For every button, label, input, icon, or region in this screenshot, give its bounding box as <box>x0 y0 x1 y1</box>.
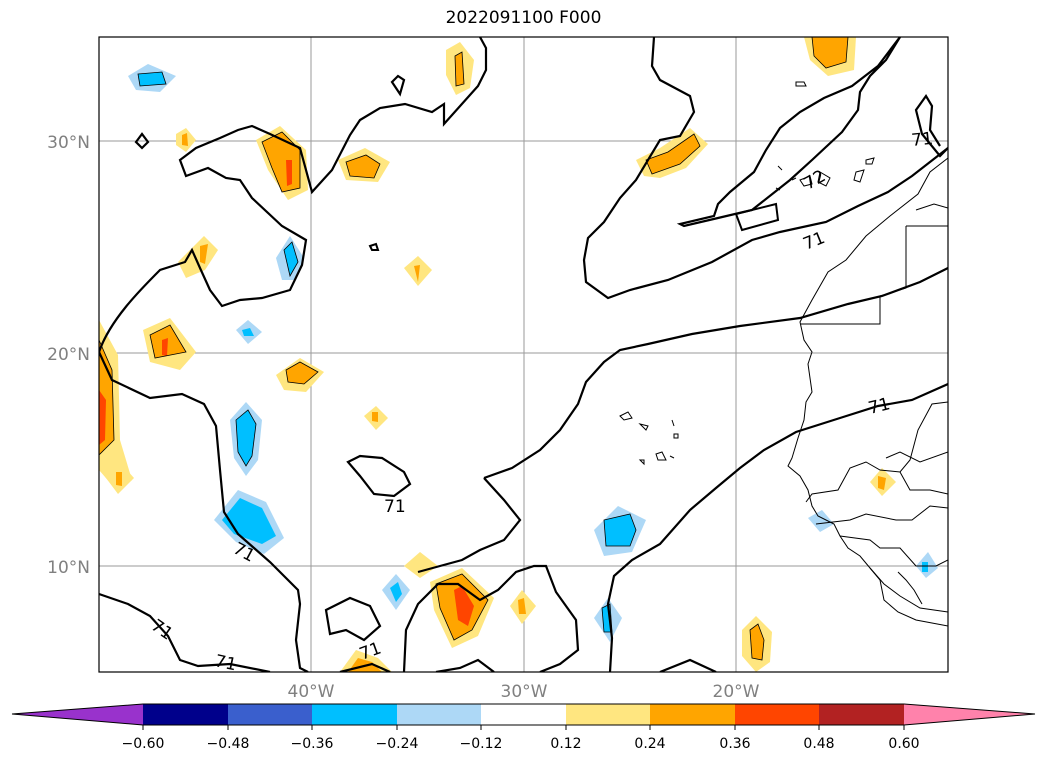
gridlines <box>99 37 948 672</box>
colorbar-segment <box>650 704 735 725</box>
lon-label-30w: 30°W <box>501 682 548 702</box>
negative-anomaly-areas <box>128 64 938 642</box>
contour-lines <box>99 37 948 672</box>
colorbar-segment <box>481 704 566 725</box>
colorbar: −0.60 −0.48 −0.36 −0.24 −0.12 0.12 0.24 … <box>11 703 1036 752</box>
lon-label-40w: 40°W <box>288 682 335 702</box>
colorbar-tick-label: 0.48 <box>803 736 834 752</box>
colorbar-tick-label: 0.24 <box>634 736 665 752</box>
map-panel: 71 71 71 71 71 71 71 71 72 <box>99 37 948 675</box>
colorbar-tick-label: 0.12 <box>550 736 581 752</box>
lon-label-20w: 20°W <box>713 682 760 702</box>
lat-label-20n: 20°N <box>47 345 90 365</box>
colorbar-segment <box>819 704 904 725</box>
colorbar-tick-label: −0.36 <box>291 736 334 752</box>
colorbar-segment <box>12 704 143 725</box>
colorbar-tick-label: 0.36 <box>719 736 750 752</box>
lat-label-30n: 30°N <box>47 133 90 153</box>
anomaly-outlines <box>99 37 849 661</box>
coastlines <box>368 81 948 627</box>
map-title: 2022091100 F000 <box>445 8 602 28</box>
colorbar-segment <box>397 704 481 725</box>
colorbar-tick-label: 0.60 <box>888 736 919 752</box>
map-frame <box>98 36 949 673</box>
colorbar-segment <box>735 704 819 725</box>
lat-label-10n: 10°N <box>47 558 90 578</box>
colorbar-segment <box>904 704 1035 725</box>
colorbar-segment <box>566 704 650 725</box>
colorbar-segment <box>312 704 397 725</box>
contour-label: 71 <box>213 651 238 675</box>
colorbar-tick-marks <box>142 725 905 730</box>
contour-label: 71 <box>384 497 406 517</box>
colorbar-segment <box>143 704 228 725</box>
colorbar-tick-label: −0.60 <box>122 736 165 752</box>
colorbar-tick-label: −0.12 <box>460 736 503 752</box>
colorbar-tick-label: −0.48 <box>207 736 250 752</box>
colorbar-segment <box>228 704 312 725</box>
colorbar-tick-label: −0.24 <box>376 736 419 752</box>
contour-label: 71 <box>910 129 934 151</box>
positive-anomaly-areas <box>99 37 896 672</box>
